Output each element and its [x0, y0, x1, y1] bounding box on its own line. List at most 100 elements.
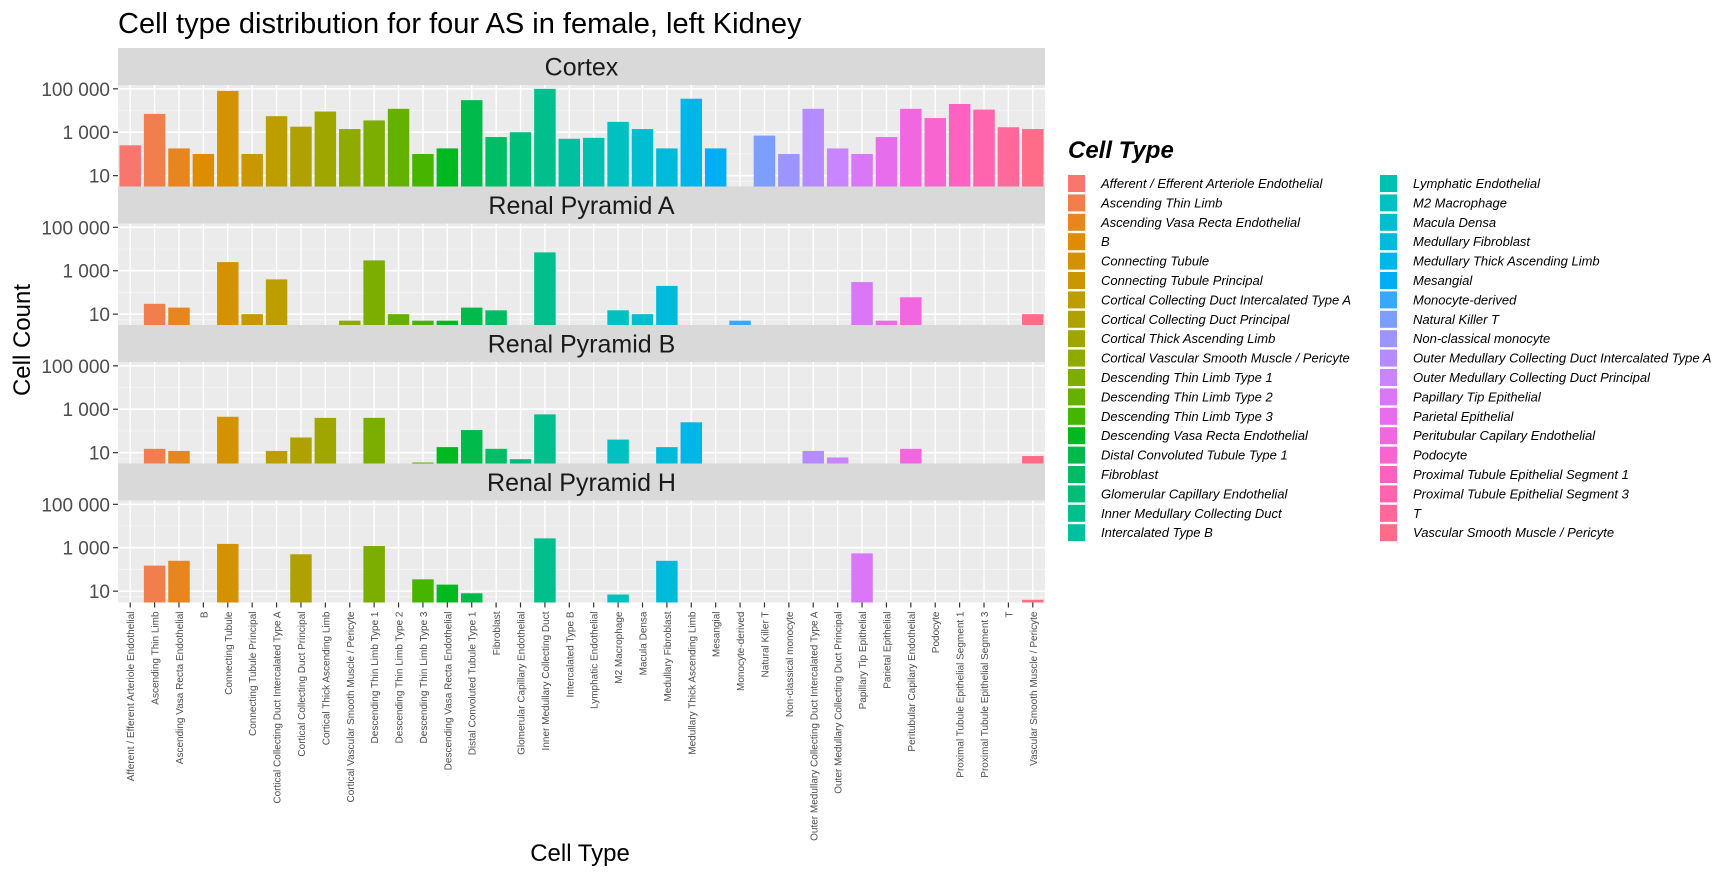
y-axis-title: Cell Count — [9, 284, 36, 396]
bar — [509, 459, 532, 464]
legend-swatch — [1380, 466, 1397, 483]
x-tick-label: Mesangial — [712, 612, 723, 658]
bar — [265, 279, 288, 326]
bar — [168, 307, 190, 326]
x-tick-label: Descending Thin Limb Type 2 — [395, 611, 406, 743]
legend-label: B — [1101, 234, 1110, 249]
legend-item: Connecting Tubule Principal — [1068, 272, 1264, 289]
legend-item: Inner Medullary Collecting Duct — [1068, 504, 1283, 522]
bar — [241, 314, 263, 326]
x-tick-label: Vascular Smooth Muscle / Pericyte — [1029, 611, 1040, 766]
bar — [314, 417, 337, 464]
facet-strip — [118, 48, 1045, 85]
y-tick-label: 10 — [89, 167, 110, 188]
legend-label: Cortical Thick Ascending Limb — [1101, 331, 1275, 346]
bar — [217, 416, 239, 464]
legend-label: Peritubular Capilary Endothelial — [1413, 428, 1596, 443]
x-tick-label: Afferent / Efferent Arteriole Endothelia… — [126, 612, 137, 782]
legend-item: B — [1068, 233, 1110, 251]
bar — [265, 116, 288, 187]
bar — [485, 448, 507, 464]
legend-label: Cortical Collecting Duct Principal — [1101, 312, 1291, 327]
x-tick-label: Parietal Epithelial — [882, 612, 893, 689]
legend-swatch — [1380, 291, 1397, 309]
legend-label: Podocyte — [1413, 448, 1467, 463]
x-tick-label: Medullary Fibroblast — [663, 611, 674, 701]
legend-swatch — [1380, 175, 1397, 192]
legend-swatch — [1380, 446, 1397, 464]
legend-item: Descending Thin Limb Type 3 — [1068, 407, 1274, 425]
bar — [412, 462, 434, 464]
x-tick-label: Connecting Tubule Principal — [248, 612, 259, 737]
bar — [363, 260, 385, 326]
legend-item: Cortical Thick Ascending Limb — [1068, 330, 1275, 348]
legend-label: Descending Thin Limb Type 3 — [1101, 409, 1274, 424]
legend-swatch — [1380, 349, 1397, 367]
x-tick-label: Outer Medullary Collecting Duct Intercal… — [809, 611, 820, 841]
legend-label: M2 Macrophage — [1413, 195, 1507, 210]
x-tick-label: Intercalated Type B — [565, 611, 576, 697]
bar — [339, 129, 361, 187]
y-tick-label: 100 000 — [41, 80, 110, 101]
bar — [900, 108, 922, 187]
legend-label: Mesangial — [1413, 273, 1473, 288]
legend-swatch — [1068, 291, 1085, 309]
legend-item: Lymphatic Endothelial — [1380, 175, 1541, 192]
bar — [241, 153, 263, 187]
bar — [217, 262, 239, 326]
y-tick-label: 10 — [89, 444, 110, 465]
x-tick-label: Cortical Collecting Duct Principal — [297, 612, 308, 757]
bar — [656, 148, 678, 187]
legend-label: Afferent / Efferent Arteriole Endothelia… — [1100, 176, 1323, 191]
legend-swatch — [1068, 446, 1085, 464]
legend-swatch — [1068, 466, 1085, 483]
facet-panels: Cortex 10 1 000 100 000 Renal Pyramid A 10 1 0… — [41, 48, 1045, 603]
legend-swatch — [1068, 330, 1085, 348]
bar — [387, 314, 410, 326]
legend-label: Medullary Thick Ascending Limb — [1413, 254, 1600, 269]
x-tick-label: Lymphatic Endothelial — [590, 612, 601, 709]
facet-panel: Renal Pyramid A 10 1 000 100 000 — [41, 186, 1045, 326]
x-tick-label: Non-classical monocyte — [785, 611, 796, 717]
legend-swatch — [1068, 388, 1085, 406]
bar — [143, 565, 166, 603]
legend-item: Parietal Epithelial — [1380, 407, 1515, 425]
bar — [436, 148, 459, 187]
x-tick-label: M2 Macrophage — [614, 611, 625, 684]
legend-item: Distal Convoluted Tubule Type 1 — [1068, 446, 1288, 464]
bar — [534, 538, 556, 603]
x-tick-label: Papillary Tip Epithelial — [858, 612, 869, 710]
x-tick-label: Descending Vasa Recta Endothelial — [443, 612, 454, 771]
legend-item: Natural Killer T — [1380, 310, 1500, 328]
facet-strip — [118, 186, 1045, 224]
legend-label: Macula Densa — [1413, 215, 1496, 230]
x-tick-label: B — [199, 611, 210, 618]
bar — [607, 121, 629, 187]
legend-swatch — [1380, 233, 1397, 251]
bar — [778, 153, 800, 187]
legend-swatch — [1380, 407, 1397, 425]
legend-swatch — [1068, 504, 1085, 522]
legend-item: Cortical Collecting Duct Principal — [1068, 310, 1291, 328]
bar — [143, 113, 166, 187]
legend-swatch — [1380, 485, 1397, 503]
legend-label: Proximal Tubule Epithelial Segment 1 — [1413, 467, 1629, 482]
legend-label: Distal Convoluted Tubule Type 1 — [1101, 448, 1288, 463]
legend-swatch — [1380, 369, 1397, 386]
legend-label: Fibroblast — [1101, 467, 1159, 482]
x-tick-label: Cortical Collecting Duct Intercalated Ty… — [273, 611, 284, 803]
bar — [460, 430, 483, 464]
legend-item: Macula Densa — [1380, 213, 1496, 231]
y-tick-label: 100 000 — [41, 495, 110, 516]
legend-swatch — [1380, 194, 1397, 212]
legend-label: Descending Thin Limb Type 2 — [1101, 389, 1274, 404]
bar — [534, 414, 556, 464]
facet-panel: Renal Pyramid H 10 1 000 100 000 — [41, 463, 1045, 603]
x-tick-label: Natural Killer T — [760, 612, 771, 678]
legend-item: Ascending Vasa Recta Endothelial — [1068, 213, 1301, 231]
bar — [607, 439, 629, 464]
facet-strip — [118, 325, 1045, 362]
legend-label: Ascending Thin Limb — [1100, 195, 1222, 210]
x-tick-label: Macula Densa — [638, 611, 649, 675]
legend-swatch — [1068, 194, 1085, 212]
